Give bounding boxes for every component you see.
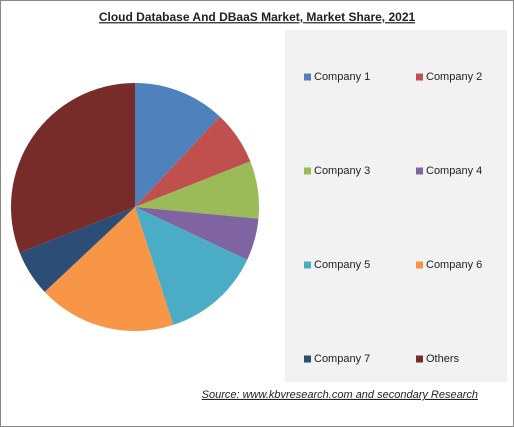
pie-slice bbox=[19, 207, 135, 292]
legend-swatch bbox=[304, 167, 311, 175]
pie-slice bbox=[135, 116, 251, 207]
pie-slice bbox=[135, 207, 248, 325]
legend-swatch bbox=[416, 261, 423, 269]
legend-label: Company 7 bbox=[314, 353, 370, 365]
legend-swatch bbox=[416, 73, 423, 81]
legend-label: Company 2 bbox=[426, 71, 482, 83]
pie-slice bbox=[11, 83, 135, 253]
chart-title: Cloud Database And DBaaS Market, Market … bbox=[99, 10, 416, 24]
legend-swatch bbox=[304, 73, 311, 81]
legend-swatch bbox=[304, 355, 311, 363]
legend-label: Company 1 bbox=[314, 71, 370, 83]
pie-slice bbox=[135, 83, 220, 207]
legend-swatch bbox=[416, 355, 423, 363]
pie-slice bbox=[135, 207, 259, 260]
source: Source: www.kbvresearch.com and secondar… bbox=[202, 389, 478, 401]
legend-label: Company 3 bbox=[314, 165, 370, 177]
pie-slice bbox=[44, 207, 174, 331]
pie-slice bbox=[135, 161, 259, 219]
legend-label: Company 4 bbox=[426, 165, 482, 177]
legend-swatch bbox=[304, 261, 311, 269]
legend-panel bbox=[285, 30, 507, 382]
legend-label: Others bbox=[426, 353, 460, 365]
legend-swatch bbox=[416, 167, 423, 175]
legend-label: Company 5 bbox=[314, 259, 370, 271]
legend-label: Company 6 bbox=[426, 259, 482, 271]
